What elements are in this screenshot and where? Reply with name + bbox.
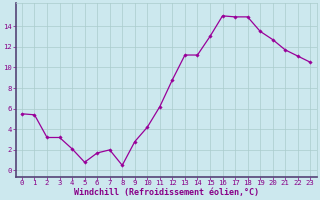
X-axis label: Windchill (Refroidissement éolien,°C): Windchill (Refroidissement éolien,°C)	[74, 188, 259, 197]
